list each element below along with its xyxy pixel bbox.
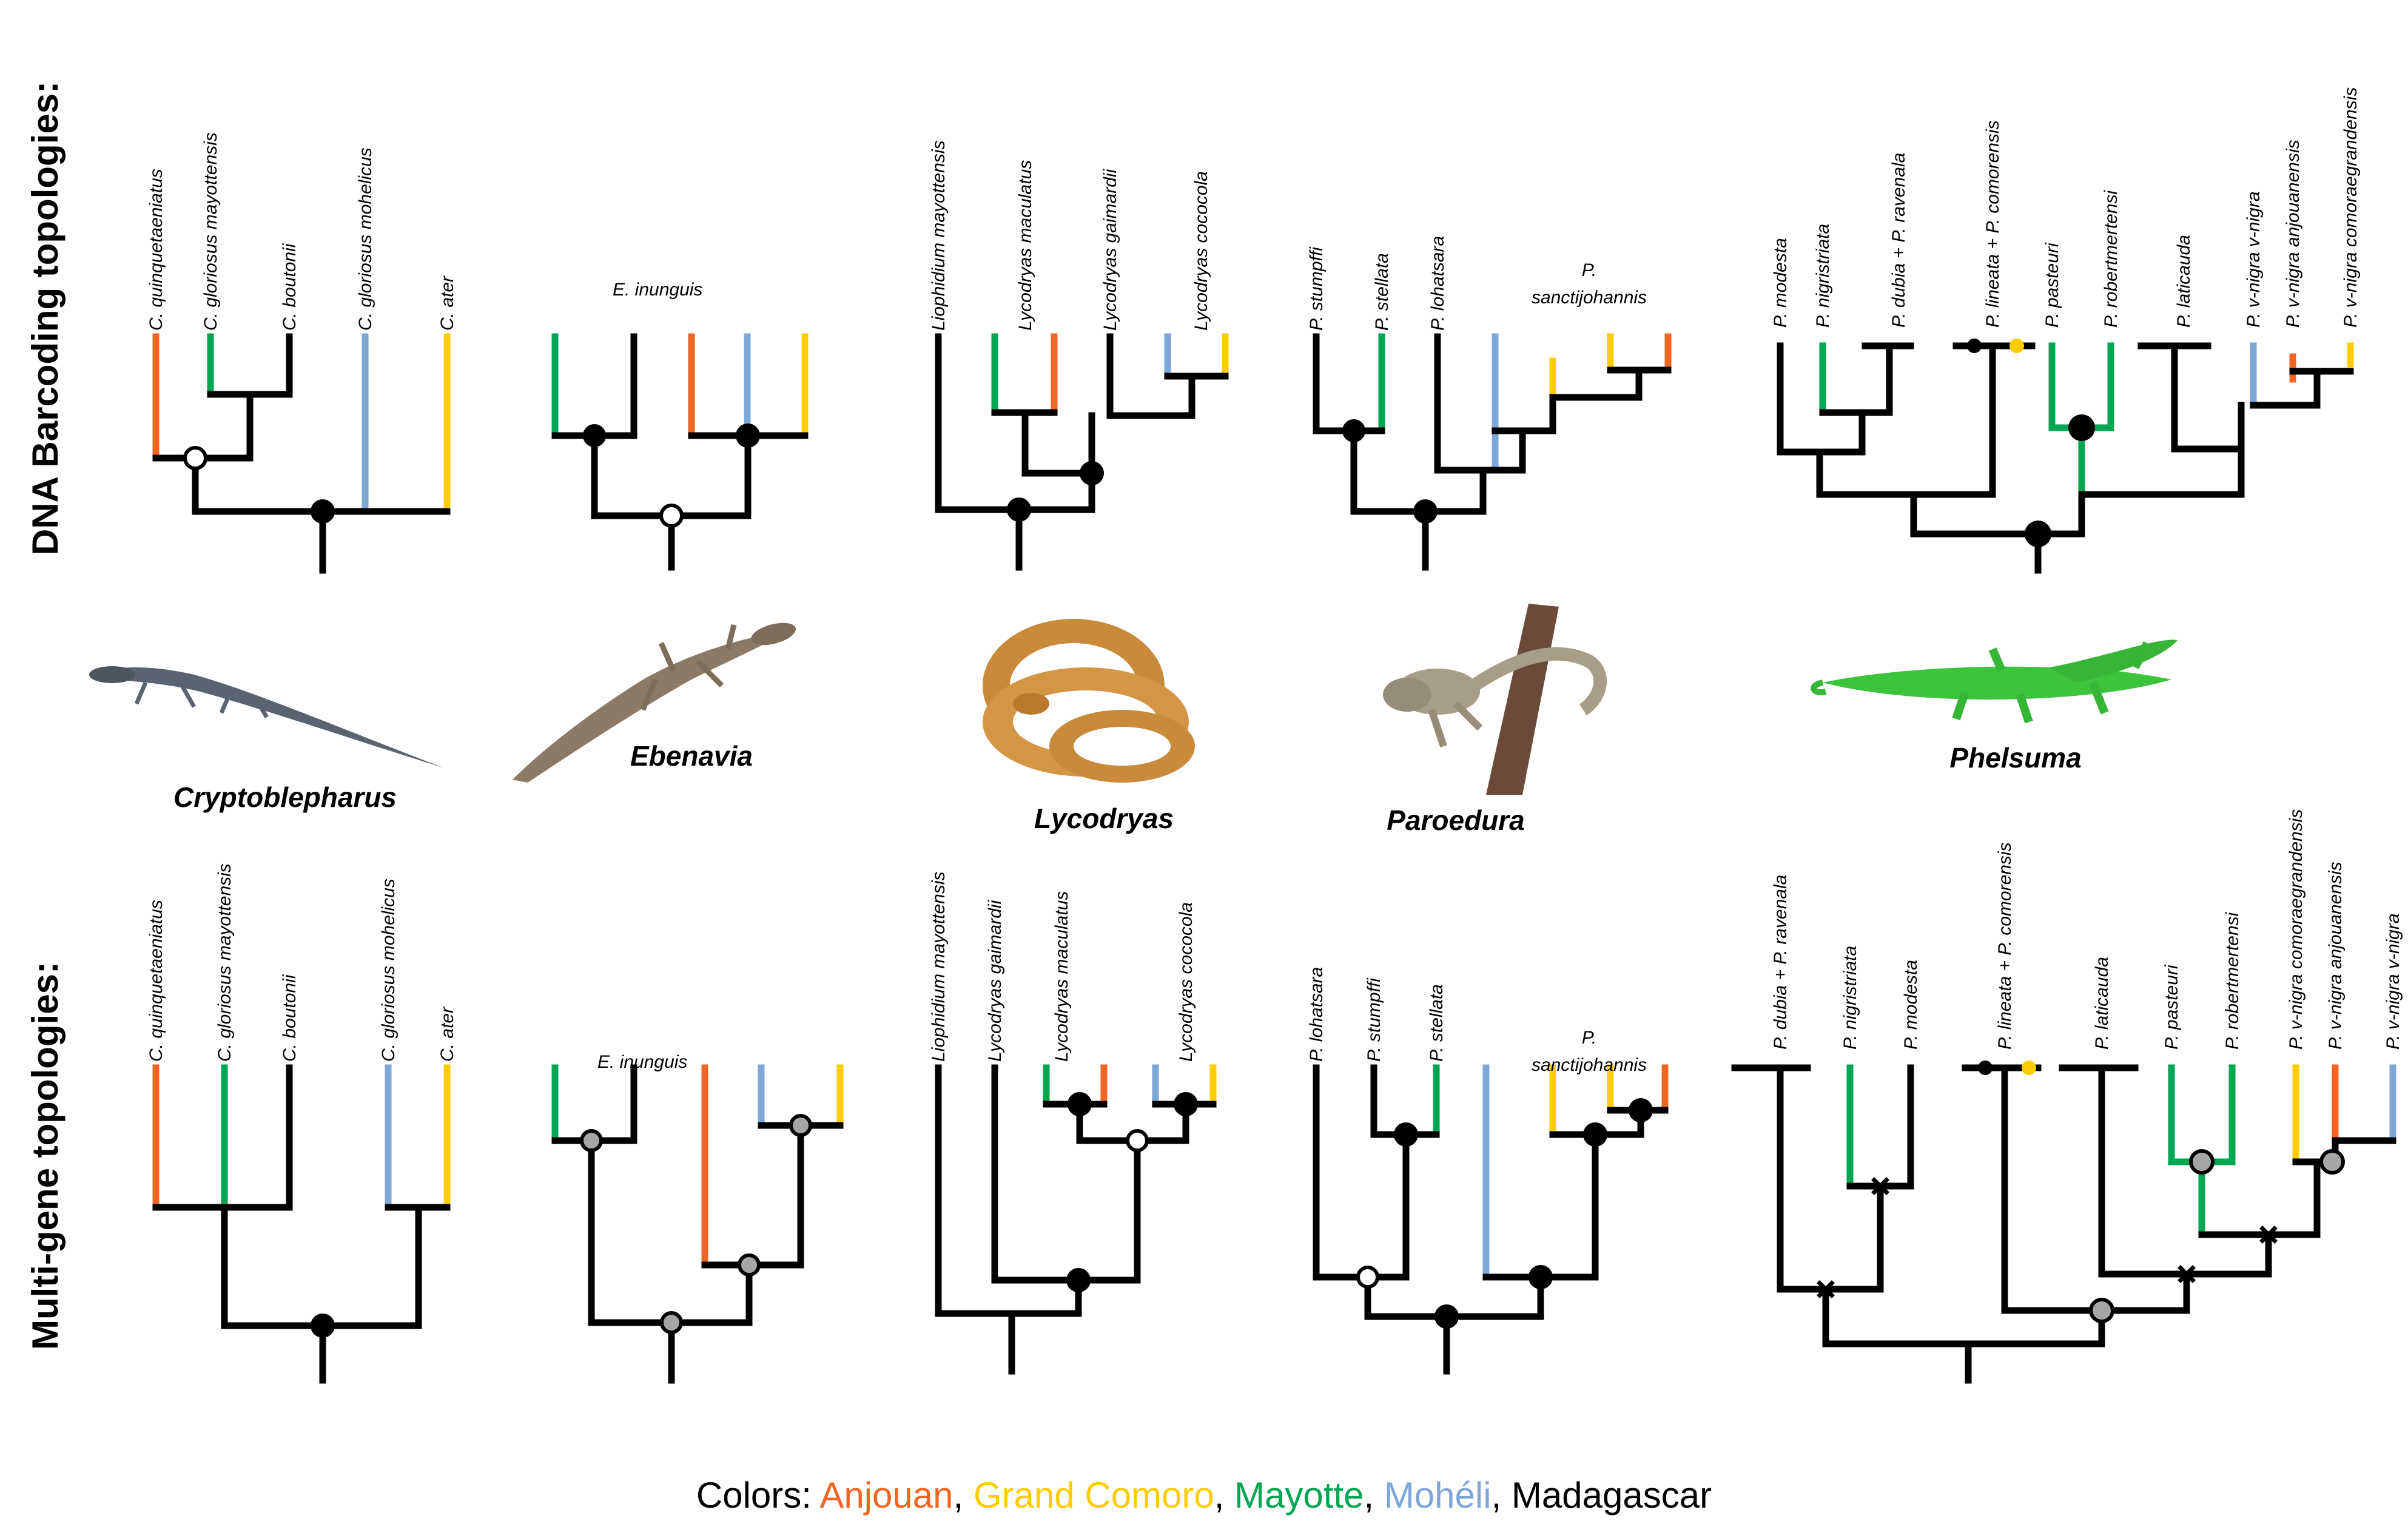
- genus-label-cryptoblepharus: Cryptoblepharus: [173, 781, 397, 813]
- tip-label: P. stumpffi: [1307, 246, 1327, 331]
- row-label-dna-barcoding: DNA Barcoding topologies:: [25, 81, 66, 555]
- tip-label: P. lohatsara: [1307, 967, 1327, 1062]
- genus-label-lycodryas: Lycodryas: [1034, 803, 1174, 834]
- tip-label: P. v-nigra v-nigra: [2244, 191, 2264, 328]
- tip-label: P. lineata + P. comorensis: [1983, 120, 2003, 328]
- tip-label: C. gloriosus mohelicus: [355, 147, 375, 331]
- tip-label: Lycodryas gaimardii: [985, 899, 1005, 1062]
- tips-top-phelsuma: P. modesta P. nigristriata P. dubia + P.…: [1771, 87, 2361, 328]
- tips-top-paroedura: P. stumpffi P. stellata P. lohatsara P. …: [1307, 236, 1647, 331]
- tip-label: P. v-nigra anjouanensis: [2283, 140, 2303, 328]
- tip-label: P. dubia + P. ravenala: [1889, 153, 1909, 328]
- tips-bottom-lycodryas: Liophidium mayottensis Lycodryas gaimard…: [929, 872, 1196, 1062]
- legend-separator: ,: [1492, 1475, 1512, 1516]
- legend-separator: ,: [953, 1475, 974, 1516]
- tree-bottom-ebenavia: [551, 1064, 844, 1384]
- tip-label: P. pasteuri: [2042, 242, 2062, 328]
- lycodryas-image: [983, 619, 1195, 783]
- tips-top-lycodryas: Liophidium mayottensis Lycodryas maculat…: [929, 141, 1211, 331]
- tip-label: Lycodryas maculatus: [1052, 891, 1072, 1062]
- tip-label: P. v-nigra anjouanensis: [2326, 862, 2346, 1050]
- tip-label: Lycodryas cococola: [1191, 171, 1211, 331]
- legend-separator: ,: [1214, 1475, 1234, 1516]
- tree-bottom-cryptoblepharus: [152, 1064, 451, 1384]
- tree-top-lycodryas: [935, 333, 1229, 571]
- tree-bottom-phelsuma: [1731, 1061, 2396, 1384]
- tip-label: P. v-nigra comoraegrandensis: [2286, 809, 2306, 1050]
- tip-label: Lycodryas gaimardii: [1100, 168, 1120, 331]
- tip-label-ebenavia-top: E. inunguis: [613, 280, 702, 300]
- tip-label: C. quinquetaeniatus: [146, 169, 166, 331]
- tip-label: P. nigristriata: [1840, 946, 1860, 1050]
- tip-label-ebenavia-bottom: E. inunguis: [597, 1052, 687, 1072]
- tree-bottom-lycodryas: [935, 1064, 1217, 1375]
- tip-label: P. nigristriata: [1813, 224, 1833, 328]
- legend-anjouan: Anjouan: [819, 1475, 953, 1516]
- tip-label: P. lineata + P. comorensis: [1995, 842, 2015, 1050]
- tip-label: C. boutonii: [280, 243, 300, 331]
- tip-label: P. lohatsara: [1428, 236, 1448, 331]
- tip-label: C. gloriosus mohelicus: [378, 879, 399, 1062]
- tip-label: Lycodryas cococola: [1176, 902, 1196, 1062]
- tip-label: C. ater: [437, 1007, 457, 1062]
- tips-bottom-cryptoblepharus: C. quinquetaeniatus C. gloriosus mayotte…: [146, 863, 457, 1062]
- tips-top-cryptoblepharus: C. quinquetaeniatus C. gloriosus mayotte…: [146, 132, 457, 331]
- tip-label: P. dubia + P. ravenala: [1771, 875, 1791, 1050]
- tip-label: Liophidium mayottensis: [929, 141, 949, 331]
- phelsuma-image: [1811, 639, 2178, 724]
- cryptoblepharus-image: [89, 666, 443, 767]
- tree-top-ebenavia: [551, 333, 809, 571]
- tip-label: Lycodryas maculatus: [1015, 160, 1035, 331]
- tree-bottom-paroedura: [1313, 1064, 1669, 1375]
- legend-mayotte: Mayotte: [1234, 1475, 1364, 1516]
- tips-bottom-paroedura: P. lohatsara P. stumpffi P. stellata P. …: [1307, 967, 1647, 1075]
- legend-moheli: Mohéli: [1384, 1475, 1492, 1516]
- tip-label: C. ater: [437, 275, 457, 331]
- tree-top-cryptoblepharus: [152, 333, 451, 574]
- tips-bottom-phelsuma: P. dubia + P. ravenala P. nigristriata P…: [1771, 809, 2403, 1050]
- tip-label: P. robertmertensi: [2222, 911, 2242, 1050]
- tip-label: P. robertmertensi: [2101, 189, 2121, 328]
- tree-top-paroedura: [1313, 333, 1672, 571]
- tip-label: P. modesta: [1771, 238, 1791, 328]
- tree-top-phelsuma: [1777, 339, 2354, 574]
- tip-label: C. quinquetaeniatus: [146, 900, 166, 1062]
- tip-label: P.: [1582, 260, 1596, 280]
- tip-label: P. stellata: [1372, 253, 1392, 331]
- row-label-multi-gene: Multi-gene topologies:: [25, 962, 66, 1350]
- legend-grand-comoro: Grand Comoro: [974, 1475, 1214, 1516]
- tip-label: P. laticauda: [2092, 957, 2112, 1050]
- ebenavia-image: [513, 622, 796, 783]
- genus-label-paroedura: Paroedura: [1387, 804, 1525, 836]
- tip-label: P. stellata: [1427, 984, 1447, 1062]
- color-legend: Colors: Anjouan, Grand Comoro, Mayotte, …: [696, 1475, 1712, 1516]
- tip-label: P. modesta: [1901, 960, 1921, 1050]
- legend-separator: ,: [1364, 1475, 1384, 1516]
- tip-label: sanctijohannis: [1532, 288, 1647, 308]
- legend-prefix: Colors:: [696, 1475, 819, 1516]
- tip-label: P. v-nigra v-nigra: [2383, 913, 2403, 1050]
- paroedura-image: [1383, 604, 1607, 795]
- tip-label: Liophidium mayottensis: [929, 872, 949, 1062]
- tip-label: P. laticauda: [2174, 235, 2194, 328]
- tip-label: C. gloriosus mayottensis: [201, 132, 221, 331]
- tip-label: C. gloriosus mayottensis: [215, 863, 235, 1062]
- tip-label: P.: [1582, 1028, 1596, 1048]
- tip-label: P. pasteuri: [2162, 964, 2182, 1050]
- tip-label: C. boutonii: [280, 974, 300, 1062]
- tip-label: P. stumpffi: [1364, 977, 1384, 1062]
- legend-madagascar: Madagascar: [1512, 1475, 1712, 1516]
- genus-label-ebenavia: Ebenavia: [630, 740, 753, 772]
- tip-label: P. v-nigra comoraegrandensis: [2341, 87, 2361, 328]
- tip-label: sanctijohannis: [1532, 1055, 1647, 1075]
- genus-label-phelsuma: Phelsuma: [1949, 742, 2081, 774]
